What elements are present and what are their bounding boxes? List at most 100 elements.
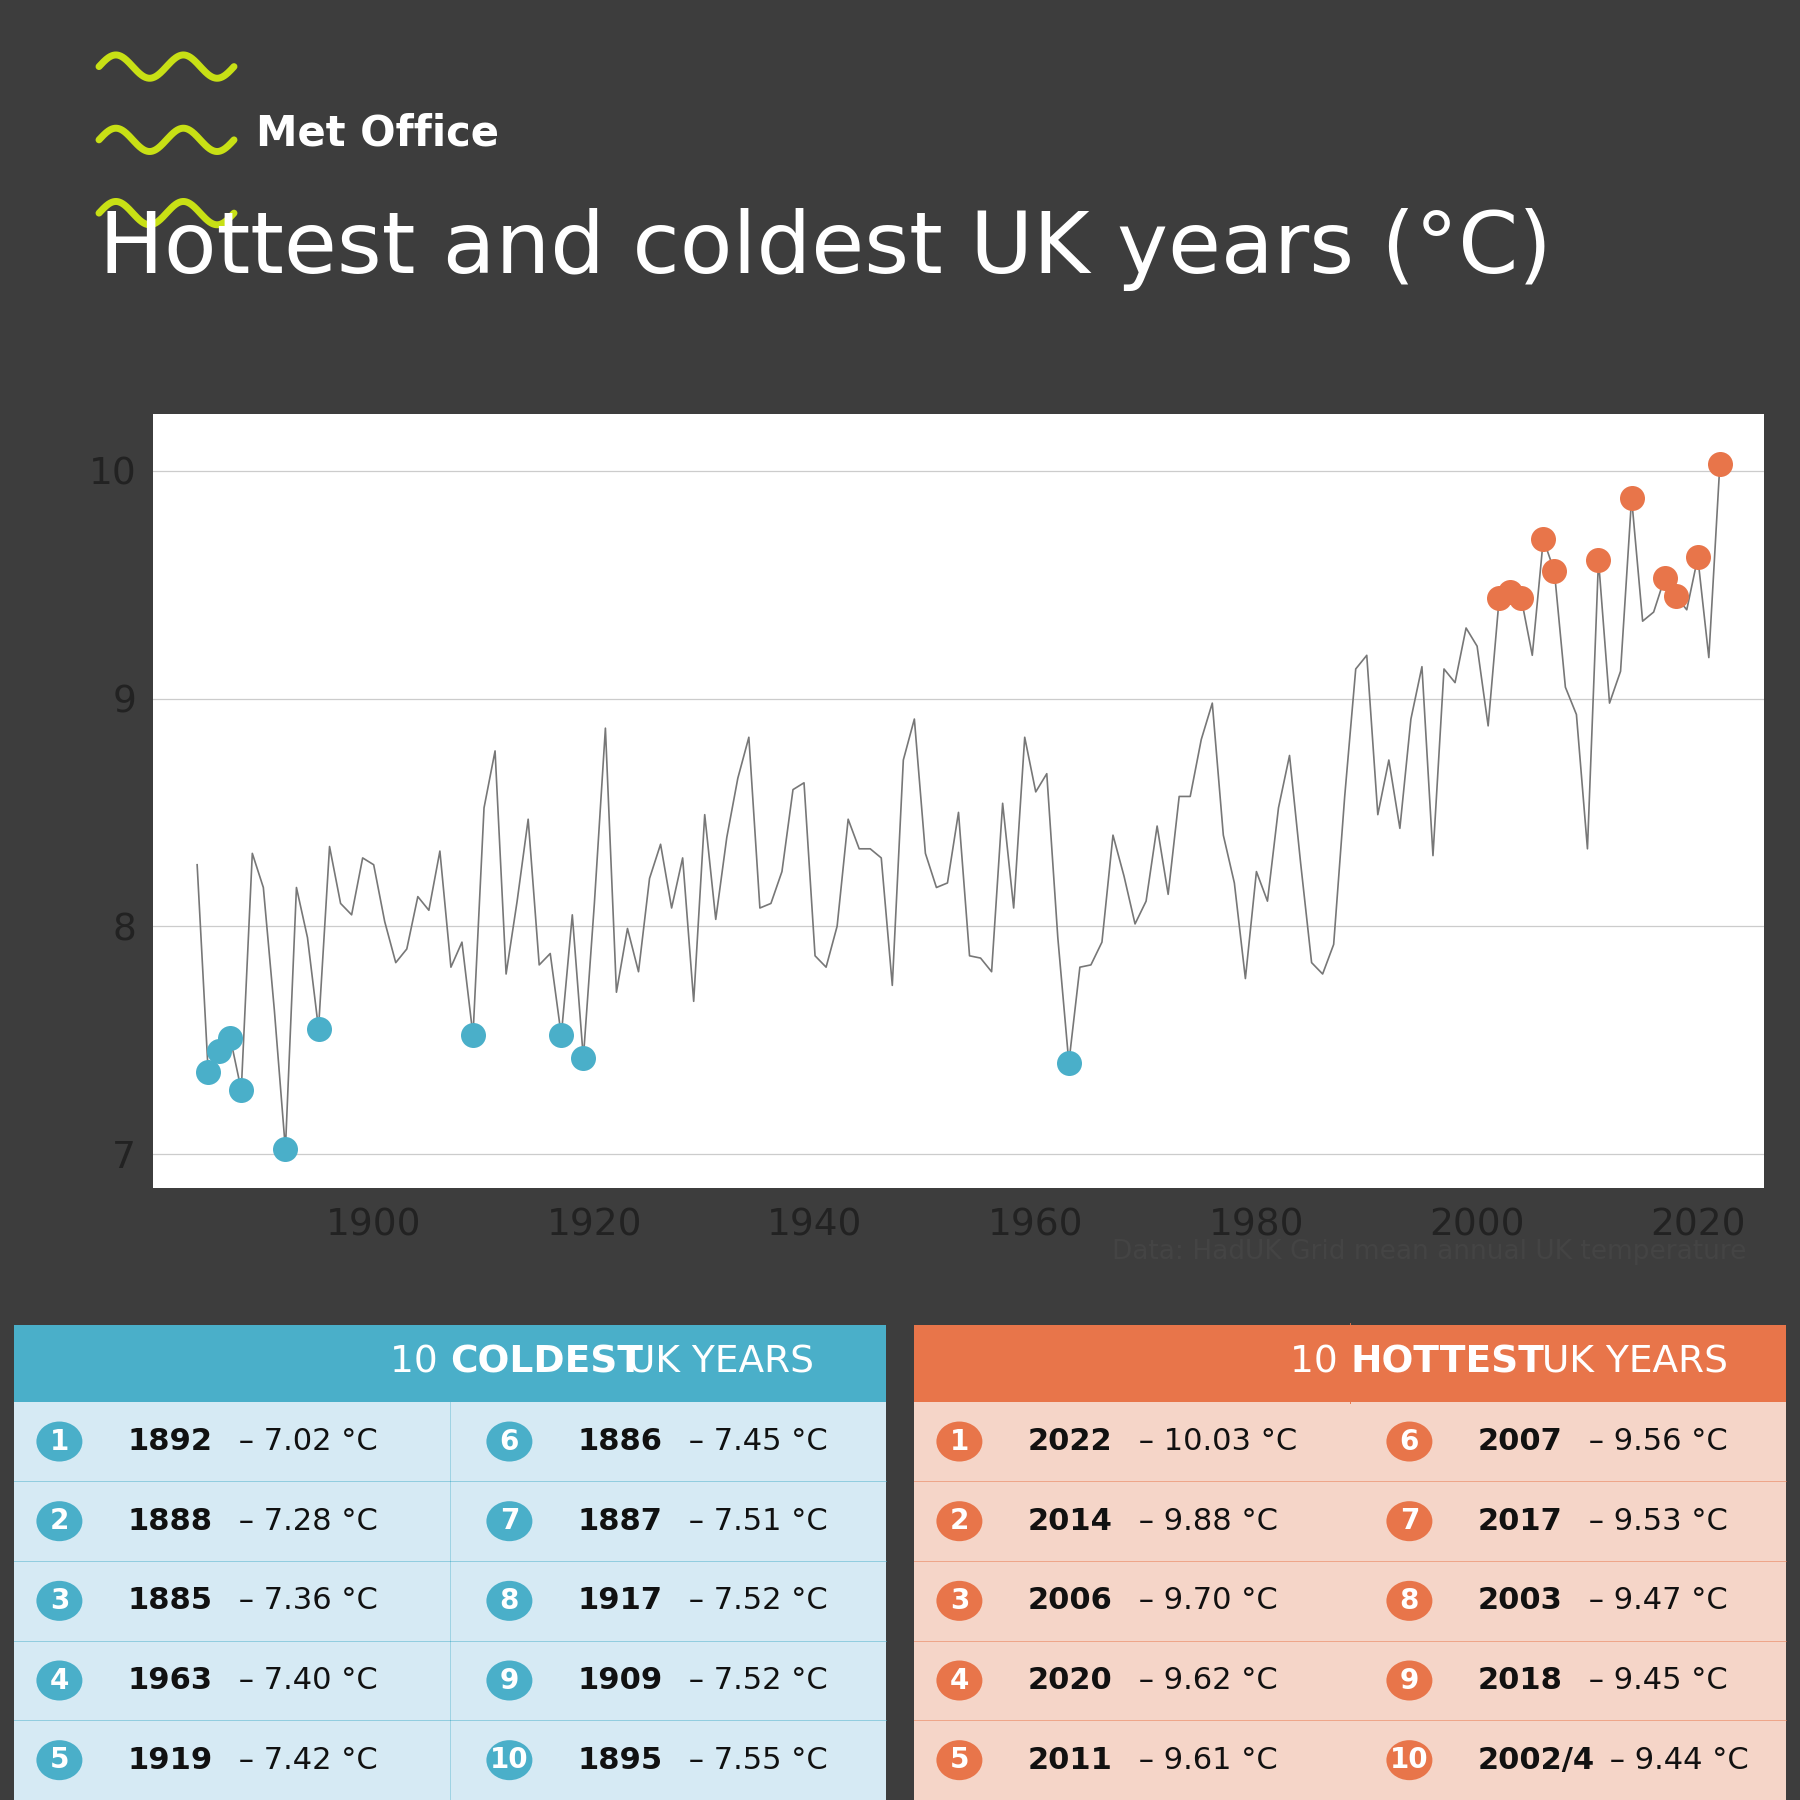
Text: – 7.51 °C: – 7.51 °C xyxy=(679,1507,828,1535)
FancyBboxPatch shape xyxy=(14,1325,886,1402)
Ellipse shape xyxy=(1386,1741,1433,1780)
Text: 2: 2 xyxy=(50,1507,68,1535)
Text: – 7.45 °C: – 7.45 °C xyxy=(679,1427,828,1456)
FancyBboxPatch shape xyxy=(14,1640,886,1721)
Text: 4: 4 xyxy=(950,1667,968,1694)
Text: 2007: 2007 xyxy=(1478,1427,1562,1456)
Text: 1887: 1887 xyxy=(578,1507,662,1535)
Text: – 9.47 °C: – 9.47 °C xyxy=(1579,1586,1728,1615)
Ellipse shape xyxy=(36,1501,83,1541)
Ellipse shape xyxy=(36,1422,83,1462)
Text: 6: 6 xyxy=(1400,1427,1418,1456)
Text: 2014: 2014 xyxy=(1028,1507,1112,1535)
Text: 6: 6 xyxy=(500,1427,518,1456)
Text: 1886: 1886 xyxy=(578,1427,662,1456)
Text: 3: 3 xyxy=(50,1588,68,1615)
Ellipse shape xyxy=(36,1580,83,1620)
Text: 1: 1 xyxy=(50,1427,68,1456)
Text: 2002/4: 2002/4 xyxy=(1478,1746,1595,1775)
Text: 8: 8 xyxy=(500,1588,518,1615)
Text: – 9.45 °C: – 9.45 °C xyxy=(1579,1667,1728,1696)
FancyBboxPatch shape xyxy=(14,1402,886,1481)
Text: 2017: 2017 xyxy=(1478,1507,1562,1535)
Ellipse shape xyxy=(36,1661,83,1701)
Ellipse shape xyxy=(1386,1501,1433,1541)
Text: 2006: 2006 xyxy=(1028,1586,1112,1615)
Text: 7: 7 xyxy=(1400,1507,1418,1535)
Text: – 9.70 °C: – 9.70 °C xyxy=(1129,1586,1278,1615)
Text: – 10.03 °C: – 10.03 °C xyxy=(1129,1427,1296,1456)
Ellipse shape xyxy=(936,1661,983,1701)
Text: 1892: 1892 xyxy=(128,1427,212,1456)
Text: 10: 10 xyxy=(391,1345,450,1381)
Text: COLDEST: COLDEST xyxy=(450,1345,643,1381)
Text: 1917: 1917 xyxy=(578,1586,662,1615)
Text: 1885: 1885 xyxy=(128,1586,212,1615)
Ellipse shape xyxy=(1386,1661,1433,1701)
Text: – 7.36 °C: – 7.36 °C xyxy=(229,1586,378,1615)
Text: – 7.52 °C: – 7.52 °C xyxy=(679,1586,828,1615)
Ellipse shape xyxy=(486,1422,533,1462)
Text: 1888: 1888 xyxy=(128,1507,212,1535)
Text: 3: 3 xyxy=(950,1588,968,1615)
Text: 5: 5 xyxy=(950,1746,968,1775)
Ellipse shape xyxy=(486,1580,533,1620)
Text: – 9.62 °C: – 9.62 °C xyxy=(1129,1667,1278,1696)
Text: – 9.44 °C: – 9.44 °C xyxy=(1600,1746,1750,1775)
Text: Data: HadUK Grid mean annual UK temperature: Data: HadUK Grid mean annual UK temperat… xyxy=(1112,1240,1746,1265)
Text: 2022: 2022 xyxy=(1028,1427,1112,1456)
Text: 1909: 1909 xyxy=(578,1667,662,1696)
Text: 1: 1 xyxy=(950,1427,968,1456)
Text: 2018: 2018 xyxy=(1478,1667,1562,1696)
Text: Hottest and coldest UK years (°C): Hottest and coldest UK years (°C) xyxy=(99,209,1552,292)
Text: – 7.40 °C: – 7.40 °C xyxy=(229,1667,378,1696)
FancyBboxPatch shape xyxy=(914,1325,1786,1402)
Text: – 7.55 °C: – 7.55 °C xyxy=(679,1746,828,1775)
FancyBboxPatch shape xyxy=(914,1721,1786,1800)
Text: – 7.28 °C: – 7.28 °C xyxy=(229,1507,378,1535)
Text: 1963: 1963 xyxy=(128,1667,212,1696)
Text: 10: 10 xyxy=(490,1746,529,1775)
Text: 4: 4 xyxy=(50,1667,68,1694)
Text: 8: 8 xyxy=(1400,1588,1418,1615)
Text: 10: 10 xyxy=(1390,1746,1429,1775)
Text: HOTTEST: HOTTEST xyxy=(1350,1345,1544,1381)
Text: 2020: 2020 xyxy=(1028,1667,1112,1696)
Text: – 9.53 °C: – 9.53 °C xyxy=(1579,1507,1728,1535)
Text: – 7.02 °C: – 7.02 °C xyxy=(229,1427,378,1456)
Text: – 7.42 °C: – 7.42 °C xyxy=(229,1746,378,1775)
FancyBboxPatch shape xyxy=(914,1561,1786,1640)
FancyBboxPatch shape xyxy=(914,1640,1786,1721)
Text: – 9.61 °C: – 9.61 °C xyxy=(1129,1746,1278,1775)
Ellipse shape xyxy=(936,1580,983,1620)
Ellipse shape xyxy=(1386,1422,1433,1462)
Ellipse shape xyxy=(936,1422,983,1462)
Text: 2011: 2011 xyxy=(1028,1746,1112,1775)
FancyBboxPatch shape xyxy=(14,1561,886,1640)
FancyBboxPatch shape xyxy=(14,1481,886,1561)
Text: – 9.56 °C: – 9.56 °C xyxy=(1579,1427,1728,1456)
Text: Met Office: Met Office xyxy=(256,112,499,155)
FancyBboxPatch shape xyxy=(14,1721,886,1800)
Text: 7: 7 xyxy=(500,1507,518,1535)
Text: – 9.88 °C: – 9.88 °C xyxy=(1129,1507,1278,1535)
Ellipse shape xyxy=(1386,1580,1433,1620)
Text: 9: 9 xyxy=(500,1667,518,1694)
Text: UK YEARS: UK YEARS xyxy=(1530,1345,1728,1381)
Ellipse shape xyxy=(486,1741,533,1780)
Text: 1919: 1919 xyxy=(128,1746,212,1775)
Text: 1895: 1895 xyxy=(578,1746,662,1775)
Ellipse shape xyxy=(486,1661,533,1701)
Text: 5: 5 xyxy=(50,1746,68,1775)
Ellipse shape xyxy=(36,1741,83,1780)
Text: – 7.52 °C: – 7.52 °C xyxy=(679,1667,828,1696)
Ellipse shape xyxy=(486,1501,533,1541)
Text: 2: 2 xyxy=(950,1507,968,1535)
FancyBboxPatch shape xyxy=(914,1481,1786,1561)
Text: 2003: 2003 xyxy=(1478,1586,1562,1615)
Text: 10: 10 xyxy=(1291,1345,1350,1381)
FancyBboxPatch shape xyxy=(914,1402,1786,1481)
Ellipse shape xyxy=(936,1741,983,1780)
Text: 9: 9 xyxy=(1400,1667,1418,1694)
Text: UK YEARS: UK YEARS xyxy=(616,1345,814,1381)
